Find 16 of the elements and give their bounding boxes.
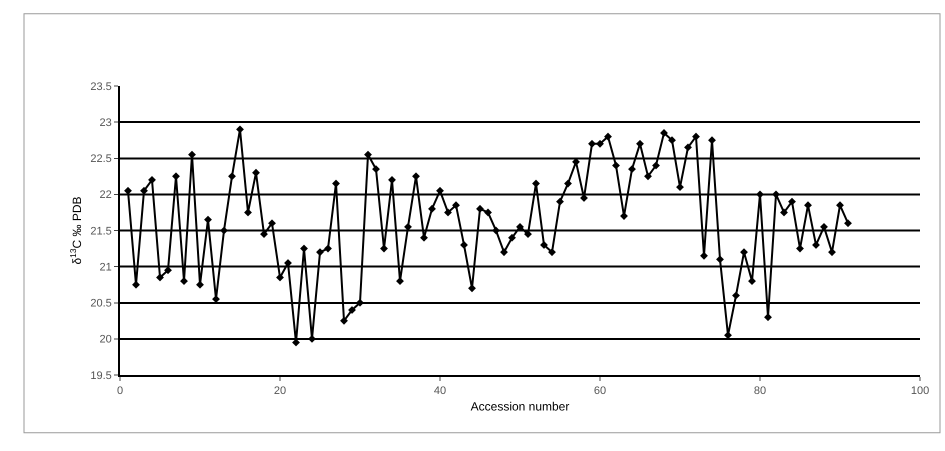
y-tick-label: 20 [100,334,112,346]
y-tick-label: 19.5 [90,370,112,382]
x-tick-label: 20 [274,385,286,398]
y-tick-label: 23 [100,116,112,129]
x-tick-label: 60 [594,385,606,398]
y-tick-label: 20.5 [90,298,112,310]
y-tick-label: 23.5 [90,80,112,93]
x-tick-label: 40 [434,385,446,398]
x-axis-title: Accession number [470,400,570,414]
y-tick-label: 22 [100,189,112,202]
x-tick-label: 80 [754,385,766,398]
x-tick-label: 0 [116,385,124,398]
y-tick-label: 21 [100,261,112,274]
y-tick-label: 22.5 [90,153,112,166]
x-tick-label: 100 [910,385,930,398]
y-tick-label: 21.5 [90,225,112,238]
